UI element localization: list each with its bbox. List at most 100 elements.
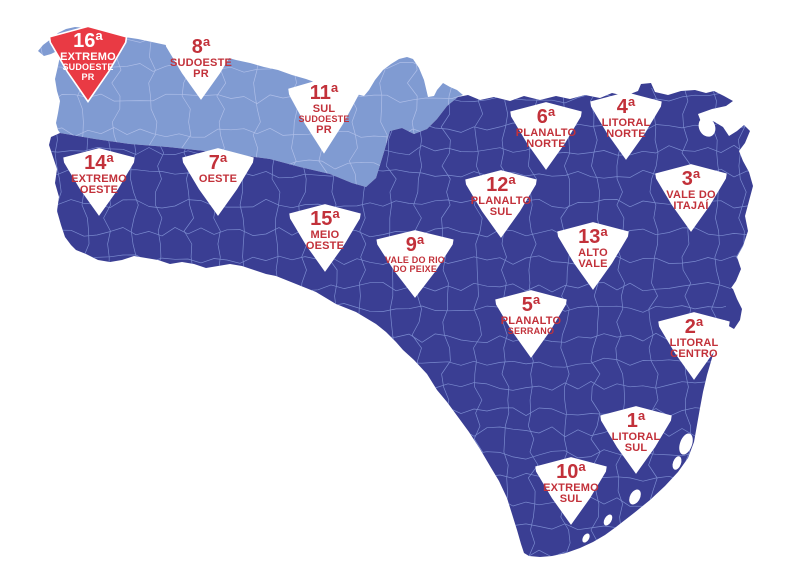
region-badge-5[interactable]: 5ª PLANALTO SERRANO xyxy=(493,288,569,360)
region-badge-9[interactable]: 9ª VALE DO RIO DO PEIXE xyxy=(374,228,456,300)
region-badge-12[interactable]: 12ª PLANALTO SUL xyxy=(463,168,539,240)
region-number: 11ª xyxy=(309,82,339,104)
region-number: 7ª xyxy=(208,152,228,174)
florianopolis-island-shape xyxy=(718,285,742,329)
region-number: 9ª xyxy=(405,234,425,256)
region-name-line: NORTE xyxy=(606,128,646,141)
region-badge-2[interactable]: 2ª LITORAL CENTRO xyxy=(656,310,732,382)
region-name-line: PR xyxy=(81,71,95,82)
region-label: 8ª SUDOESTE PR xyxy=(163,30,239,81)
region-label: 2ª LITORAL CENTRO xyxy=(656,310,732,361)
region-badge-15[interactable]: 15ª MEIO OESTE xyxy=(287,202,363,274)
shield-badge-icon xyxy=(658,312,730,380)
region-number: 5ª xyxy=(521,294,541,316)
region-name-line: OESTE xyxy=(79,184,119,197)
region-name-line: PLANALTO xyxy=(500,314,562,327)
shield-badge-icon xyxy=(288,78,360,154)
shield-badge-icon xyxy=(289,204,361,272)
region-number: 3ª xyxy=(681,168,701,190)
region-name-line: SUL xyxy=(624,442,648,455)
shield-badge-icon xyxy=(495,290,567,358)
region-name-line: VALE xyxy=(578,258,608,271)
region-label: 10ª EXTREMO SUL xyxy=(533,455,609,506)
shield-badge-icon xyxy=(165,32,237,100)
region-badge-11[interactable]: 11ª SUL SUDOESTE PR xyxy=(286,76,362,156)
shield-badge-icon xyxy=(590,92,662,160)
region-number: 8ª xyxy=(191,36,211,58)
region-name-line: PLANALTO xyxy=(470,194,532,207)
region-label: 16ª EXTREMO SUDOESTE PR xyxy=(47,24,129,82)
region-label: 9ª VALE DO RIO DO PEIXE xyxy=(374,228,456,275)
region-number: 14ª xyxy=(84,152,114,174)
region-name-line: SUDOESTE xyxy=(62,62,114,73)
region-label: 12ª PLANALTO SUL xyxy=(463,168,539,219)
region-label: 3ª VALE DO ITAJAÍ xyxy=(653,162,729,213)
region-name-line: LITORAL xyxy=(601,116,651,129)
region-name-line: LITORAL xyxy=(669,336,719,349)
region-name-line: SUL xyxy=(312,102,336,115)
region-number: 15ª xyxy=(310,208,340,230)
region-name-line: PR xyxy=(316,123,332,136)
shield-badge-icon xyxy=(510,102,582,170)
region-name-line: OESTE xyxy=(198,172,238,185)
region-label: 6ª PLANALTO NORTE xyxy=(508,100,584,151)
region-badge-3[interactable]: 3ª VALE DO ITAJAÍ xyxy=(653,162,729,234)
region-label: 14ª EXTREMO OESTE xyxy=(61,146,137,197)
region-number: 2ª xyxy=(684,316,704,338)
shield-badge-icon xyxy=(182,148,254,216)
region-badge-7[interactable]: 7ª OESTE xyxy=(180,146,256,218)
region-name-line: EXTREMO xyxy=(543,481,599,494)
region-name-line: SUL xyxy=(559,493,583,506)
shield-badge-icon xyxy=(48,25,128,104)
region-name-line: EXTREMO xyxy=(60,50,116,63)
region-label: 11ª SUL SUDOESTE PR xyxy=(286,76,362,136)
region-name-line: SUL xyxy=(489,206,513,219)
region-label: 15ª MEIO OESTE xyxy=(287,202,363,253)
region-label: 4ª LITORAL NORTE xyxy=(588,90,664,141)
region-label: 7ª OESTE xyxy=(180,146,256,185)
shield-badge-icon xyxy=(655,164,727,232)
region-badge-13[interactable]: 13ª ALTO VALE xyxy=(555,220,631,292)
region-name-line: PLANALTO xyxy=(515,126,577,139)
coastal-lagoons xyxy=(582,117,716,543)
region-number: 6ª xyxy=(536,106,556,128)
shield-badge-icon xyxy=(535,457,607,525)
region-name-line: OESTE xyxy=(305,240,345,253)
shield-badge-icon xyxy=(465,170,537,238)
shield-badge-icon xyxy=(63,148,135,216)
region-label: 13ª ALTO VALE xyxy=(555,220,631,271)
region-number: 13ª xyxy=(578,226,608,248)
region-badge-4[interactable]: 4ª LITORAL NORTE xyxy=(588,90,664,162)
region-badge-1[interactable]: 1ª LITORAL SUL xyxy=(598,404,674,476)
region-name-line: MEIO xyxy=(310,228,340,241)
region-name-line: DO PEIXE xyxy=(392,264,438,275)
region-name-line: CENTRO xyxy=(670,348,718,361)
region-name-line: VALE DO xyxy=(666,188,716,201)
region-name-line: LITORAL xyxy=(611,430,661,443)
region-name-line: ALTO xyxy=(578,246,608,259)
region-number: 1ª xyxy=(626,410,646,432)
region-badge-14[interactable]: 14ª EXTREMO OESTE xyxy=(61,146,137,218)
region-name-line: EXTREMO xyxy=(71,172,127,185)
region-name-line: SERRANO xyxy=(507,326,555,337)
region-label: 1ª LITORAL SUL xyxy=(598,404,674,455)
region-number: 12ª xyxy=(486,174,516,196)
region-name-line: SUDOESTE xyxy=(169,56,233,69)
shield-badge-icon xyxy=(376,230,454,298)
region-name-line: SUDOESTE xyxy=(298,114,350,125)
region-name-line: VALE DO RIO xyxy=(384,254,446,265)
region-name-line: ITAJAÍ xyxy=(673,200,709,213)
region-badge-6[interactable]: 6ª PLANALTO NORTE xyxy=(508,100,584,172)
region-name-line: NORTE xyxy=(526,138,566,151)
region-number: 16ª xyxy=(73,30,103,52)
region-label: 5ª PLANALTO SERRANO xyxy=(493,288,569,337)
region-badge-10[interactable]: 10ª EXTREMO SUL xyxy=(533,455,609,527)
region-number: 10ª xyxy=(556,461,586,483)
shield-badge-icon xyxy=(600,406,672,474)
region-badge-8[interactable]: 8ª SUDOESTE PR xyxy=(163,30,239,102)
parana-border-region-shape xyxy=(38,27,463,187)
region-name-line: PR xyxy=(193,68,209,81)
region-badge-16[interactable]: 16ª EXTREMO SUDOESTE PR xyxy=(47,24,129,104)
shield-badge-icon xyxy=(557,222,629,290)
